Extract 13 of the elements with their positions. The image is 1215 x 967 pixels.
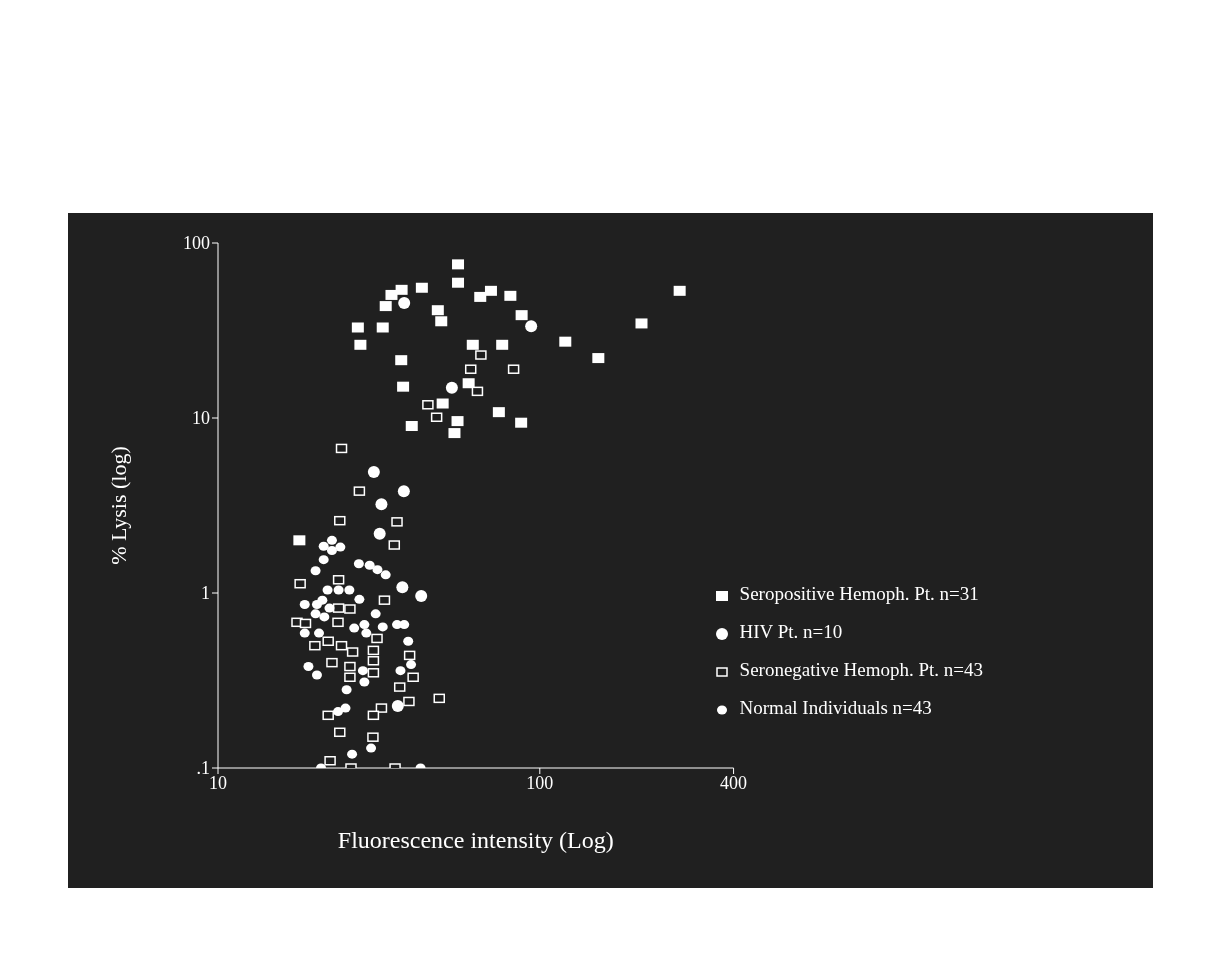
x-axis-title: Fluorescence intensity (Log) [337,827,614,853]
legend-label: Seropositive Hemoph. Pt. n=31 [739,583,979,604]
y-tick-label: 100 [183,233,210,254]
y-tick-label: 10 [192,408,210,429]
x-tick-label: 10 [209,772,227,793]
legend-label: Normal Individuals n=43 [739,697,932,718]
y-axis-title: % Lysis (log) [105,446,131,565]
legend-label: HIV Pt. n=10 [739,621,843,642]
y-tick-label: .1 [196,758,210,779]
legend-label: Seronegative Hemoph. Pt. n=43 [739,659,983,680]
x-tick-label: 400 [720,772,748,793]
y-tick-label: 1 [201,583,210,604]
x-tick-label: 100 [526,772,554,793]
